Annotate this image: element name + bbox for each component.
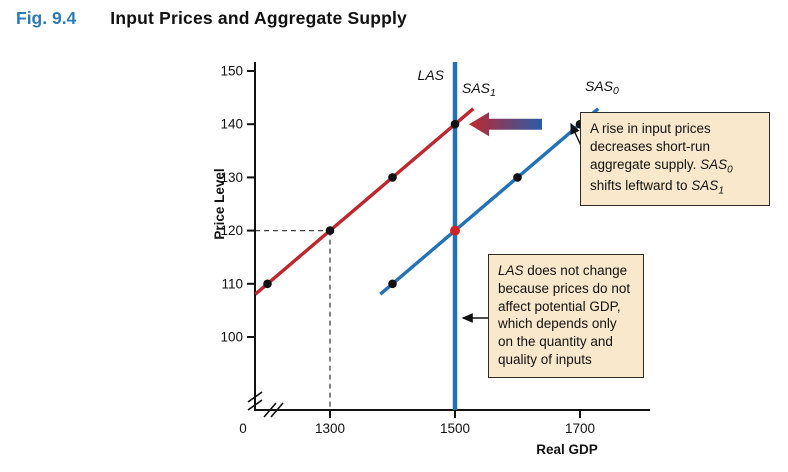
sas1-line — [254, 107, 475, 296]
y-tick-label: 140 — [220, 117, 243, 132]
axis-break-mark — [270, 402, 284, 418]
callout-sas-shift: A rise in input prices decreases short-r… — [580, 112, 770, 207]
sas0-point — [388, 279, 397, 289]
y-tick-label: 100 — [220, 330, 243, 345]
y-tick-label: 110 — [221, 276, 243, 291]
equilibrium-point — [450, 225, 460, 236]
axis-break-mark — [247, 399, 263, 411]
figure-title: Input Prices and Aggregate Supply — [110, 8, 407, 28]
sas1-point — [450, 119, 460, 129]
axis-break-mark — [247, 391, 263, 403]
y-axis-title: Price Level — [212, 168, 227, 239]
sas1-point — [263, 279, 272, 289]
x-tick-label: 1500 — [440, 421, 470, 436]
figure-label: Fig. 9.4 — [16, 8, 77, 28]
sas0-point — [513, 173, 522, 182]
sas1-point — [325, 226, 335, 235]
y-tick-label: 120 — [220, 223, 243, 238]
origin-label: 0 — [239, 421, 247, 436]
x-axis-title: Real GDP — [536, 442, 598, 457]
x-tick-label: 1300 — [315, 421, 345, 436]
sas0-line — [379, 107, 600, 296]
sas1-label: SAS1 — [462, 80, 496, 99]
leftward-shift-arrow — [469, 112, 542, 137]
figure-header: Fig. 9.4 Input Prices and Aggregate Supp… — [16, 8, 407, 29]
callout-las: LAS does not change because prices do no… — [488, 254, 644, 378]
sas1-point — [388, 173, 397, 182]
axis-break-mark — [263, 402, 277, 418]
sas0-label: SAS0 — [585, 78, 619, 97]
y-tick-label: 130 — [220, 170, 243, 185]
y-tick-label: 150 — [220, 64, 243, 79]
las-label: LAS — [418, 67, 445, 83]
x-tick-label: 1700 — [565, 421, 595, 436]
